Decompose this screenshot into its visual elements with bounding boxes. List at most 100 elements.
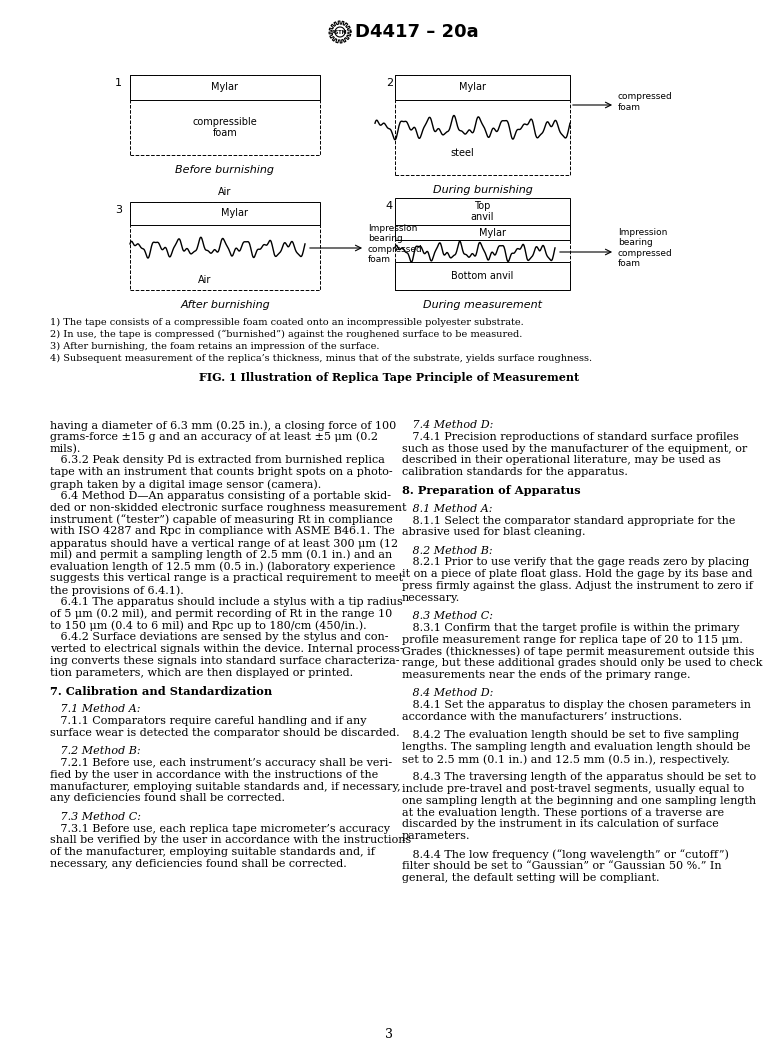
Text: steel: steel [450,148,475,158]
Text: include pre-travel and post-travel segments, usually equal to: include pre-travel and post-travel segme… [402,784,745,794]
Text: Before burnishing: Before burnishing [176,166,275,175]
Text: Air: Air [198,275,212,285]
Text: calibration standards for the apparatus.: calibration standards for the apparatus. [402,467,628,477]
Text: 8. Preparation of Apparatus: 8. Preparation of Apparatus [402,485,580,497]
Text: 3: 3 [115,205,122,215]
Text: 6.3.2 Peak density Pd is extracted from burnished replica: 6.3.2 Peak density Pd is extracted from … [50,455,385,465]
Text: mils).: mils). [50,443,82,454]
Text: suggests this vertical range is a practical requirement to meet: suggests this vertical range is a practi… [50,574,403,583]
Text: general, the default setting will be compliant.: general, the default setting will be com… [402,873,660,883]
Text: described in their operational literature, may be used as: described in their operational literatur… [402,455,721,465]
Text: one sampling length at the beginning and one sampling length: one sampling length at the beginning and… [402,795,756,806]
Text: 8.3 Method C:: 8.3 Method C: [402,611,493,621]
Text: instrument (“tester”) capable of measuring Rt in compliance: instrument (“tester”) capable of measuri… [50,514,393,525]
Text: having a diameter of 6.3 mm (0.25 in.), a closing force of 100: having a diameter of 6.3 mm (0.25 in.), … [50,420,396,431]
Text: shall be verified by the user in accordance with the instructions: shall be verified by the user in accorda… [50,835,412,845]
Text: 4: 4 [386,201,393,211]
Text: evaluation length of 12.5 mm (0.5 in.) (laboratory experience: evaluation length of 12.5 mm (0.5 in.) (… [50,561,395,573]
Text: verted to electrical signals within the device. Internal process-: verted to electrical signals within the … [50,644,404,654]
Text: grams-force ±15 g and an accuracy of at least ±5 μm (0.2: grams-force ±15 g and an accuracy of at … [50,432,378,442]
Text: 8.3.1 Confirm that the target profile is within the primary: 8.3.1 Confirm that the target profile is… [402,623,739,633]
Text: 1) The tape consists of a compressible foam coated onto an incompressible polyes: 1) The tape consists of a compressible f… [50,318,524,327]
Text: Mylar: Mylar [222,208,248,219]
Text: Mylar: Mylar [479,228,506,237]
Bar [130,202,320,225]
Text: FIG. 1 Illustration of Replica Tape Principle of Measurement: FIG. 1 Illustration of Replica Tape Prin… [199,372,579,383]
Text: parameters.: parameters. [402,831,471,841]
Text: ASTM: ASTM [332,29,348,34]
Text: with ISO 4287 and Rpc in compliance with ASME B46.1. The: with ISO 4287 and Rpc in compliance with… [50,526,395,536]
Text: set to 2.5 mm (0.1 in.) and 12.5 mm (0.5 in.), respectively.: set to 2.5 mm (0.1 in.) and 12.5 mm (0.5… [402,754,730,764]
Text: graph taken by a digital image sensor (camera).: graph taken by a digital image sensor (c… [50,479,321,489]
Text: filter should be set to “Gaussian” or “Gaussian 50 %.” In: filter should be set to “Gaussian” or “G… [402,861,722,871]
Text: necessary, any deficiencies found shall be corrected.: necessary, any deficiencies found shall … [50,859,347,869]
Text: 7.1.1 Comparators require careful handling and if any: 7.1.1 Comparators require careful handli… [50,716,366,727]
Text: it on a piece of plate float glass. Hold the gage by its base and: it on a piece of plate float glass. Hold… [402,569,752,579]
Text: 7.3 Method C:: 7.3 Method C: [50,812,141,821]
Text: 8.4.2 The evaluation length should be set to five sampling: 8.4.2 The evaluation length should be se… [402,731,739,740]
Text: 7.4.1 Precision reproductions of standard surface profiles: 7.4.1 Precision reproductions of standar… [402,432,739,441]
Text: 3) After burnishing, the foam retains an impression of the surface.: 3) After burnishing, the foam retains an… [50,342,380,351]
Text: 8.4.1 Set the apparatus to display the chosen parameters in: 8.4.1 Set the apparatus to display the c… [402,701,751,710]
Text: During measurement: During measurement [423,300,542,310]
Text: tion parameters, which are then displayed or printed.: tion parameters, which are then displaye… [50,667,353,678]
Text: 2: 2 [386,78,393,88]
Text: 7.2.1 Before use, each instrument’s accuracy shall be veri-: 7.2.1 Before use, each instrument’s accu… [50,758,392,768]
Text: discarded by the instrument in its calculation of surface: discarded by the instrument in its calcu… [402,819,719,830]
Text: of 5 μm (0.2 mil), and permit recording of Rt in the range 10: of 5 μm (0.2 mil), and permit recording … [50,609,392,619]
Bar [395,225,570,240]
Text: surface wear is detected the comparator should be discarded.: surface wear is detected the comparator … [50,728,400,738]
Text: the provisions of 6.4.1).: the provisions of 6.4.1). [50,585,184,595]
Text: Mylar: Mylar [212,82,239,93]
Text: D4417 – 20a: D4417 – 20a [355,23,478,41]
Text: abrasive used for blast cleaning.: abrasive used for blast cleaning. [402,528,586,537]
Text: Impression
bearing
compressed
foam: Impression bearing compressed foam [368,224,422,264]
Text: Mylar: Mylar [459,82,486,93]
Text: fied by the user in accordance with the instructions of the: fied by the user in accordance with the … [50,770,378,780]
Text: 7.4 Method D:: 7.4 Method D: [402,420,493,430]
Bar [130,75,320,155]
Text: After burnishing: After burnishing [180,300,270,310]
Text: manufacturer, employing suitable standards and, if necessary,: manufacturer, employing suitable standar… [50,782,401,791]
Text: 8.2.1 Prior to use verify that the gage reads zero by placing: 8.2.1 Prior to use verify that the gage … [402,558,749,567]
Text: such as those used by the manufacturer of the equipment, or: such as those used by the manufacturer o… [402,443,747,454]
Text: to 150 μm (0.4 to 6 mil) and Rpc up to 180/cm (450/in.).: to 150 μm (0.4 to 6 mil) and Rpc up to 1… [50,620,366,631]
Text: mil) and permit a sampling length of 2.5 mm (0.1 in.) and an: mil) and permit a sampling length of 2.5… [50,550,392,560]
Text: 6.4.2 Surface deviations are sensed by the stylus and con-: 6.4.2 Surface deviations are sensed by t… [50,632,388,642]
Text: 6.4.1 The apparatus should include a stylus with a tip radius: 6.4.1 The apparatus should include a sty… [50,596,403,607]
Bar [130,202,320,290]
Text: press firmly against the glass. Adjust the instrument to zero if: press firmly against the glass. Adjust t… [402,581,753,591]
Text: 8.1.1 Select the comparator standard appropriate for the: 8.1.1 Select the comparator standard app… [402,515,735,526]
Text: 8.4.3 The traversing length of the apparatus should be set to: 8.4.3 The traversing length of the appar… [402,772,756,782]
Text: Top
anvil: Top anvil [471,201,494,223]
Text: range, but these additional grades should only be used to check: range, but these additional grades shoul… [402,658,762,668]
Text: measurements near the ends of the primary range.: measurements near the ends of the primar… [402,670,691,680]
Text: lengths. The sampling length and evaluation length should be: lengths. The sampling length and evaluat… [402,742,751,753]
Text: 8.2 Method B:: 8.2 Method B: [402,545,492,556]
Text: 4) Subsequent measurement of the replica’s thickness, minus that of the substrat: 4) Subsequent measurement of the replica… [50,354,592,363]
Text: necessary.: necessary. [402,593,461,603]
Text: 7.2 Method B:: 7.2 Method B: [50,746,141,756]
Text: Bottom anvil: Bottom anvil [451,271,513,281]
Text: 7.3.1 Before use, each replica tape micrometer’s accuracy: 7.3.1 Before use, each replica tape micr… [50,823,390,834]
Text: at the evaluation length. These portions of a traverse are: at the evaluation length. These portions… [402,808,724,817]
Text: 8.1 Method A:: 8.1 Method A: [402,504,492,514]
Bar [395,225,570,290]
Text: 3: 3 [385,1029,393,1041]
Text: 7. Calibration and Standardization: 7. Calibration and Standardization [50,686,272,697]
Text: 2) In use, the tape is compressed (“burnished”) against the roughened surface to: 2) In use, the tape is compressed (“burn… [50,330,522,339]
Bar [130,75,320,100]
Text: Air: Air [219,187,232,197]
Bar [395,75,570,100]
Text: During burnishing: During burnishing [433,185,532,195]
Text: ded or non-skidded electronic surface roughness measurement: ded or non-skidded electronic surface ro… [50,503,406,512]
Text: of the manufacturer, employing suitable standards and, if: of the manufacturer, employing suitable … [50,847,375,857]
Text: 6.4 Method D—An apparatus consisting of a portable skid-: 6.4 Method D—An apparatus consisting of … [50,490,391,501]
Bar [395,198,570,225]
Text: Impression
bearing
compressed
foam: Impression bearing compressed foam [618,228,673,269]
Text: any deficiencies found shall be corrected.: any deficiencies found shall be correcte… [50,793,285,804]
Bar [395,262,570,290]
Text: 8.4 Method D:: 8.4 Method D: [402,688,493,699]
Text: 8.4.4 The low frequency (“long wavelength” or “cutoff”): 8.4.4 The low frequency (“long wavelengt… [402,849,729,860]
Text: profile measurement range for replica tape of 20 to 115 μm.: profile measurement range for replica ta… [402,635,743,644]
